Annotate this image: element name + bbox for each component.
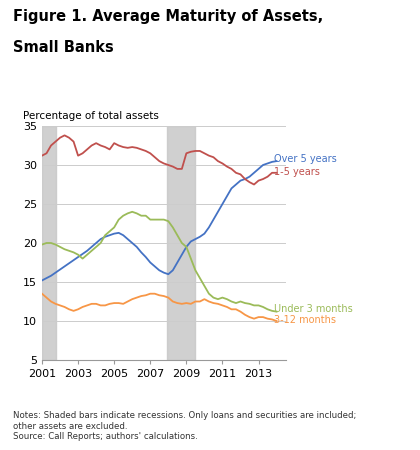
Text: Figure 1. Average Maturity of Assets,: Figure 1. Average Maturity of Assets, xyxy=(13,9,323,24)
Text: Under 3 months: Under 3 months xyxy=(274,304,353,314)
Text: 1-5 years: 1-5 years xyxy=(274,167,320,177)
Text: Notes: Shaded bars indicate recessions. Only loans and securities are included;
: Notes: Shaded bars indicate recessions. … xyxy=(13,411,356,441)
Text: Small Banks: Small Banks xyxy=(13,40,113,55)
Bar xyxy=(42,126,55,360)
Text: Percentage of total assets: Percentage of total assets xyxy=(23,111,158,122)
Text: Over 5 years: Over 5 years xyxy=(274,154,336,164)
Bar xyxy=(166,126,195,360)
Text: 3-12 months: 3-12 months xyxy=(274,315,336,325)
